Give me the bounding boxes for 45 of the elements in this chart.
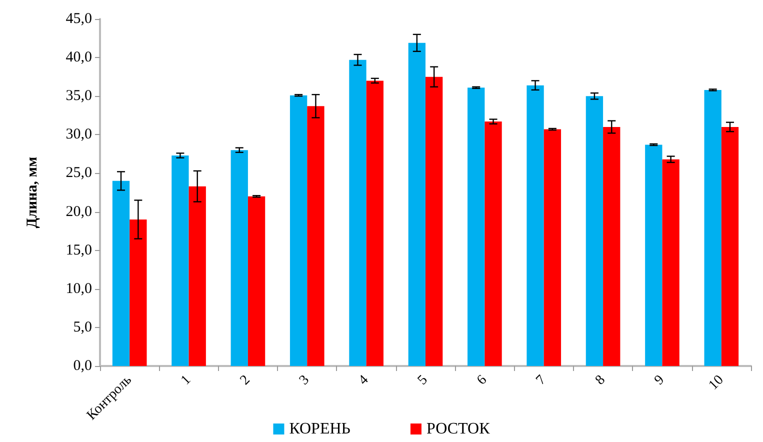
y-tick-label: 40,0 <box>66 50 92 66</box>
legend-label: РОСТОК <box>426 420 490 438</box>
bar <box>704 90 722 366</box>
x-tick-label: 5 <box>415 372 431 388</box>
bar <box>172 155 189 366</box>
y-tick-label: 25,0 <box>66 165 92 182</box>
bar <box>188 186 206 366</box>
bar <box>603 126 620 366</box>
bar <box>307 106 324 366</box>
bar <box>586 96 604 366</box>
y-tick-label: 10,0 <box>66 280 92 297</box>
x-tick-label: 2 <box>238 372 254 388</box>
y-tick-label: 30,0 <box>66 126 92 143</box>
x-tick-label: 7 <box>534 372 550 388</box>
x-tick-label: 9 <box>652 372 668 388</box>
bar <box>645 144 662 366</box>
y-tick-label: 0,0 <box>73 358 92 374</box>
bar <box>290 95 308 366</box>
bar <box>426 76 443 366</box>
bar <box>484 122 502 366</box>
bar <box>408 42 426 366</box>
bar <box>112 180 130 366</box>
bar <box>544 129 562 366</box>
y-tick-label: 20,0 <box>66 204 92 220</box>
y-tick-label: 35,0 <box>66 88 92 104</box>
bar <box>248 196 266 366</box>
bar <box>349 60 366 366</box>
x-tick-label: 3 <box>296 372 312 388</box>
x-tick-label: 4 <box>356 372 372 388</box>
legend-label: КОРЕНЬ <box>289 420 350 438</box>
x-tick-label: 8 <box>592 372 608 388</box>
bar <box>526 85 544 366</box>
x-tick-label: 6 <box>474 372 490 388</box>
x-tick-label: 10 <box>706 372 727 394</box>
y-tick-label: 5,0 <box>73 319 92 336</box>
bar <box>130 219 147 366</box>
y-axis-title: Длина, мм <box>24 156 40 228</box>
y-tick-label: 15,0 <box>66 242 92 258</box>
x-tick-label: 1 <box>178 372 194 388</box>
bar <box>366 80 384 366</box>
bar <box>230 150 248 366</box>
bar <box>468 88 485 366</box>
bar <box>662 159 680 366</box>
y-tick-label: 45,0 <box>66 11 92 27</box>
bar <box>721 126 739 366</box>
